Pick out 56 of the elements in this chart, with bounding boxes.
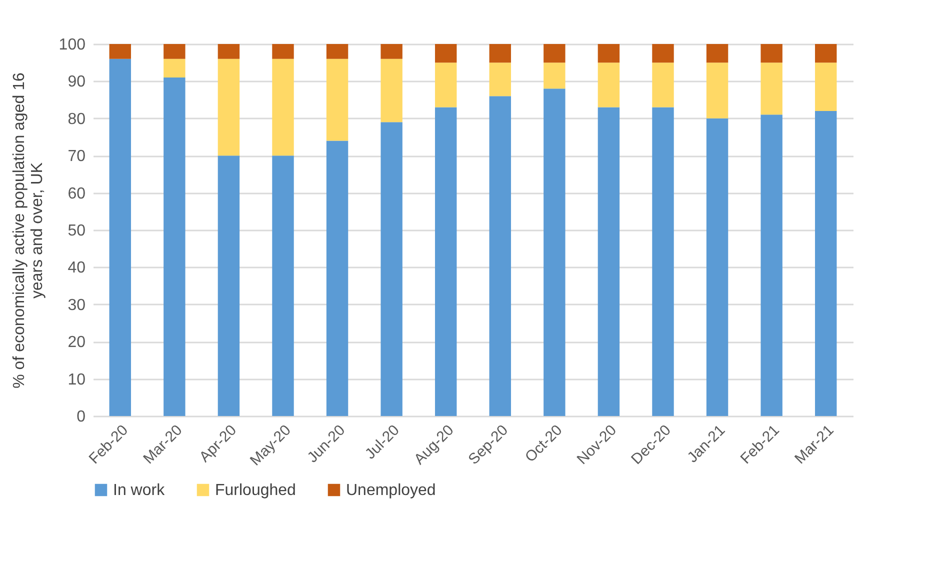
bar: [435, 62, 457, 108]
bar: [489, 62, 511, 96]
bar: [435, 107, 457, 416]
bar: [164, 58, 186, 78]
bar: [272, 58, 294, 156]
bar: [544, 88, 566, 416]
y-tick-label: 40: [68, 260, 86, 277]
legend-label: Furloughed: [215, 482, 296, 499]
legend-label: Unemployed: [346, 482, 436, 499]
bar: [435, 44, 457, 63]
bar: [489, 96, 511, 416]
bar: [544, 62, 566, 89]
bar: [272, 44, 294, 59]
bar: [380, 122, 402, 416]
y-tick-label: 10: [68, 371, 86, 388]
y-tick-label: 80: [68, 110, 86, 128]
bar: [652, 44, 674, 63]
bar: [326, 58, 348, 141]
bar: [164, 44, 186, 59]
bar: [815, 62, 837, 111]
bar: [272, 156, 294, 416]
bar: [598, 107, 620, 416]
bar: [380, 58, 402, 122]
bar: [706, 44, 728, 63]
y-tick-label: 30: [68, 296, 86, 314]
bar: [706, 62, 728, 118]
bar: [109, 58, 131, 416]
y-tick-label: 60: [68, 185, 86, 202]
bar: [489, 44, 511, 63]
bar: [706, 118, 728, 416]
legend-label: In work: [113, 482, 166, 499]
bar: [598, 62, 620, 108]
bar: [652, 107, 674, 416]
bar: [598, 44, 620, 63]
y-axis-title: % of economically active population aged 16 years and over, UK: [10, 72, 46, 388]
y-tick-label: 0: [76, 408, 86, 426]
y-tick-label: 90: [68, 74, 86, 91]
y-tick-label: 70: [68, 148, 86, 166]
y-tick-label: 20: [68, 334, 86, 352]
bar: [652, 62, 674, 108]
bar: [380, 44, 402, 59]
bar: [218, 156, 240, 416]
bar: [815, 110, 837, 416]
bar: [326, 44, 348, 59]
bar: [326, 140, 348, 416]
bar: [218, 44, 240, 59]
bar: [109, 44, 131, 59]
bar: [815, 44, 837, 63]
y-tick-label: 50: [68, 222, 86, 240]
bar: [760, 62, 782, 115]
bar: [218, 58, 240, 156]
y-tick-label: 100: [58, 36, 86, 54]
bar: [760, 44, 782, 63]
bar: [760, 114, 782, 416]
bar: [164, 77, 186, 416]
bar: [544, 44, 566, 63]
